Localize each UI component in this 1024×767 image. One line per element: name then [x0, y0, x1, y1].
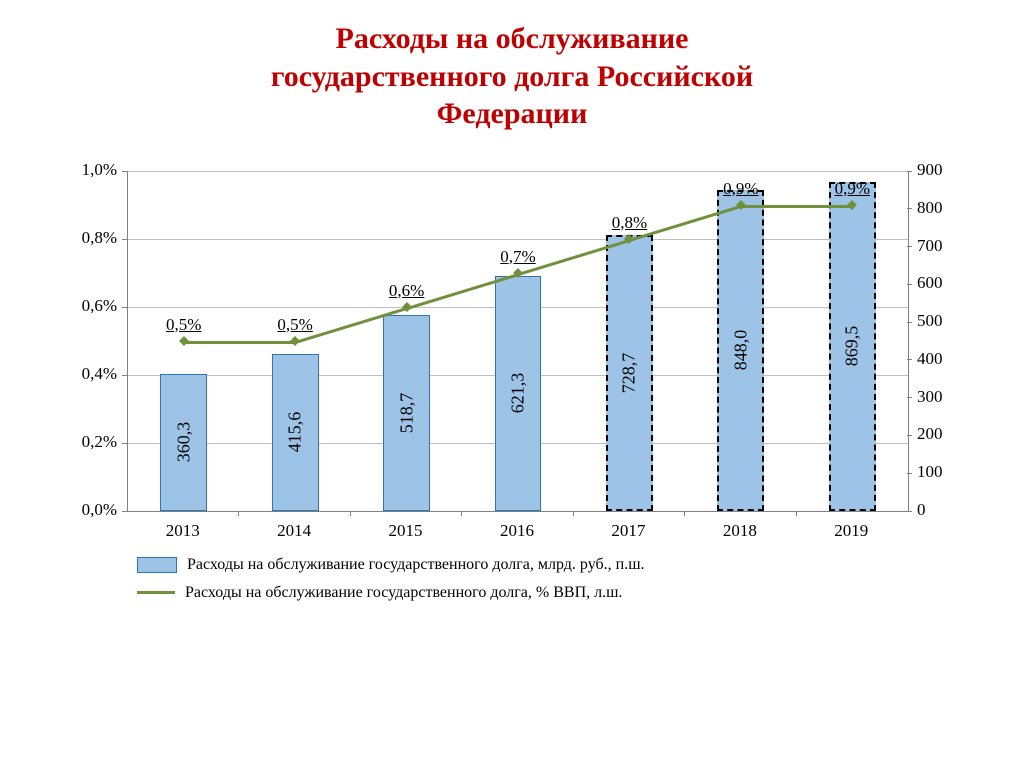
ytick-left-label: 1,0% — [47, 160, 117, 180]
bar: 415,6 — [272, 354, 319, 511]
title-line: Расходы на обслуживание — [336, 22, 689, 55]
xtick-mark — [684, 511, 685, 516]
bar-value-label: 621,3 — [507, 373, 528, 414]
ytick-right-label: 300 — [917, 387, 943, 407]
legend-item: Расходы на обслуживание государственного… — [137, 584, 645, 602]
ytick-left-label: 0,2% — [47, 432, 117, 452]
x-category-label: 2015 — [350, 521, 461, 541]
bar-value-label: 728,7 — [619, 353, 640, 394]
line-value-label: 0,8% — [612, 213, 647, 233]
ytick-left-label: 0,6% — [47, 296, 117, 316]
ytick-right-label: 900 — [917, 160, 943, 180]
ytick-right-label: 200 — [917, 424, 943, 444]
legend-swatch-line — [137, 591, 175, 594]
xtick-mark — [238, 511, 239, 516]
line-marker — [290, 336, 300, 346]
line-value-label: 0,5% — [166, 315, 201, 335]
ytick-right-label: 800 — [917, 198, 943, 218]
ytick-left-label: 0,0% — [47, 500, 117, 520]
line-value-label: 0,7% — [500, 247, 535, 267]
line-segment — [184, 341, 295, 344]
legend: Расходы на обслуживание государственного… — [137, 556, 645, 612]
ytick-mark-right — [907, 397, 912, 398]
ytick-mark-right — [907, 511, 912, 512]
ytick-mark-right — [907, 171, 912, 172]
x-category-label: 2018 — [684, 521, 795, 541]
legend-item: Расходы на обслуживание государственного… — [137, 556, 645, 574]
line-value-label: 0,5% — [277, 315, 312, 335]
ytick-right-label: 100 — [917, 462, 943, 482]
bar: 728,7 — [606, 235, 653, 510]
line-segment — [741, 205, 852, 208]
line-value-label: 0,9% — [835, 179, 870, 199]
ytick-mark-left — [122, 239, 127, 240]
line-marker — [179, 336, 189, 346]
legend-label: Расходы на обслуживание государственного… — [187, 556, 645, 574]
bar: 621,3 — [495, 276, 542, 511]
bar: 869,5 — [829, 182, 876, 510]
chart-container: 360,3 415,6 518,7 621,3 728,7 848,0 869,5 0,5% 0… — [47, 151, 977, 671]
ytick-mark-left — [122, 307, 127, 308]
legend-label: Расходы на обслуживание государственного… — [185, 584, 622, 602]
ytick-right-label: 0 — [917, 500, 926, 520]
title-line: Федерации — [437, 97, 588, 130]
x-category-label: 2019 — [796, 521, 907, 541]
ytick-mark-right — [907, 322, 912, 323]
bar: 360,3 — [160, 374, 207, 510]
gridline — [128, 239, 908, 240]
xtick-mark — [573, 511, 574, 516]
ytick-mark-left — [122, 375, 127, 376]
ytick-mark-right — [907, 246, 912, 247]
ytick-mark-left — [122, 511, 127, 512]
title-line: государственного долга Российской — [271, 60, 753, 93]
ytick-right-label: 400 — [917, 349, 943, 369]
bar-value-label: 848,0 — [730, 330, 751, 371]
bar-value-label: 518,7 — [396, 392, 417, 433]
ytick-mark-left — [122, 171, 127, 172]
bar-value-label: 869,5 — [842, 326, 863, 367]
x-category-label: 2017 — [573, 521, 684, 541]
bar: 848,0 — [717, 190, 764, 510]
x-category-label: 2013 — [127, 521, 238, 541]
ytick-mark-right — [907, 208, 912, 209]
ytick-mark-right — [907, 284, 912, 285]
line-value-label: 0,6% — [389, 281, 424, 301]
bar-value-label: 360,3 — [173, 422, 194, 463]
ytick-right-label: 600 — [917, 273, 943, 293]
ytick-left-label: 0,8% — [47, 228, 117, 248]
ytick-mark-left — [122, 443, 127, 444]
ytick-mark-right — [907, 435, 912, 436]
bar: 518,7 — [383, 315, 430, 511]
ytick-mark-right — [907, 473, 912, 474]
ytick-mark-right — [907, 359, 912, 360]
xtick-mark — [796, 511, 797, 516]
x-category-label: 2016 — [461, 521, 572, 541]
xtick-mark — [350, 511, 351, 516]
plot-area: 360,3 415,6 518,7 621,3 728,7 848,0 869,5 0,5% 0… — [127, 171, 909, 512]
xtick-mark — [461, 511, 462, 516]
chart-title: Расходы на обслуживание государственного … — [30, 20, 994, 133]
gridline — [128, 171, 908, 172]
ytick-left-label: 0,4% — [47, 364, 117, 384]
x-category-label: 2014 — [238, 521, 349, 541]
ytick-right-label: 700 — [917, 236, 943, 256]
legend-swatch-bar — [137, 557, 177, 573]
line-value-label: 0,9% — [723, 179, 758, 199]
ytick-right-label: 500 — [917, 311, 943, 331]
bar-value-label: 415,6 — [285, 412, 306, 453]
